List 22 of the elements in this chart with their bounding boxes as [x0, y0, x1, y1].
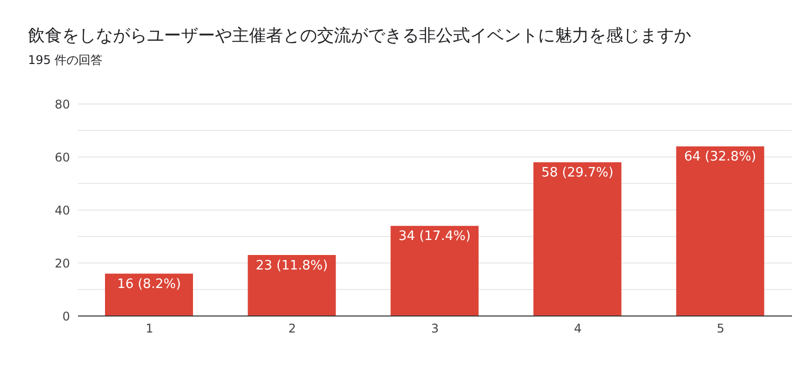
- y-tick-label: 20: [54, 256, 70, 270]
- chart-title: 飲食をしながらユーザーや主催者との交流ができる非公式イベントに魅力を感じますか: [28, 25, 691, 47]
- x-tick-label: 3: [431, 322, 439, 336]
- data-label: 23 (11.8%): [256, 258, 328, 274]
- bar: [533, 162, 622, 316]
- bar: [676, 146, 764, 316]
- chart-subtitle: 195 件の回答: [28, 52, 103, 69]
- y-tick-label: 80: [54, 97, 70, 112]
- bar: [105, 274, 193, 316]
- y-tick-label: 60: [54, 150, 70, 164]
- y-tick-label: 0: [62, 309, 70, 324]
- x-tick-label: 2: [288, 322, 296, 336]
- data-label: 16 (8.2%): [117, 276, 181, 292]
- data-label: 64 (32.8%): [684, 150, 756, 165]
- x-tick-label: 1: [146, 322, 154, 336]
- x-tick-label: 4: [574, 322, 582, 336]
- bar: [390, 226, 479, 316]
- bar: [248, 255, 336, 316]
- y-tick-label: 40: [54, 203, 70, 218]
- data-label: 58 (29.7%): [541, 166, 614, 181]
- data-label: 34 (17.4%): [398, 229, 471, 244]
- x-tick-label: 5: [716, 322, 724, 336]
